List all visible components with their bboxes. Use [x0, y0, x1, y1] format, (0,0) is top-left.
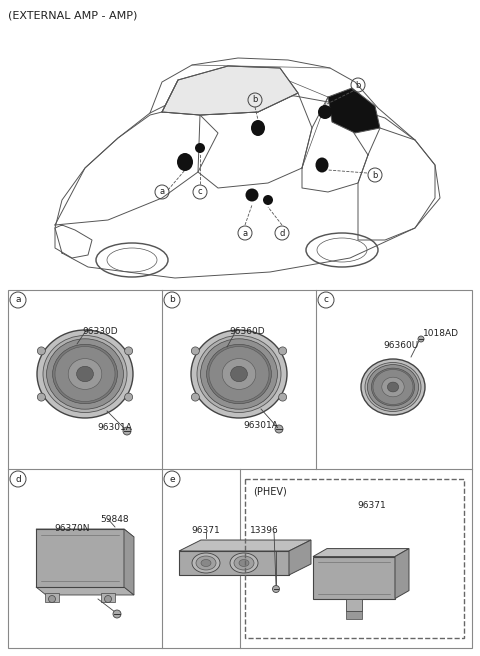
Ellipse shape — [197, 335, 281, 413]
Circle shape — [37, 393, 45, 401]
Bar — [101, 593, 115, 602]
Ellipse shape — [222, 359, 256, 390]
Text: 59848: 59848 — [101, 515, 129, 524]
Circle shape — [105, 596, 111, 602]
Ellipse shape — [53, 344, 118, 403]
Polygon shape — [36, 529, 134, 537]
Ellipse shape — [230, 366, 247, 382]
Polygon shape — [162, 66, 298, 115]
Ellipse shape — [239, 560, 249, 567]
Text: c: c — [324, 295, 328, 304]
Text: c: c — [198, 188, 202, 197]
Ellipse shape — [365, 363, 421, 411]
Text: 96371: 96371 — [192, 526, 220, 535]
Ellipse shape — [209, 346, 269, 401]
Text: (EXTERNAL AMP - AMP): (EXTERNAL AMP - AMP) — [8, 11, 137, 21]
Ellipse shape — [37, 330, 133, 418]
Circle shape — [37, 347, 45, 355]
Text: 96360U: 96360U — [384, 341, 419, 350]
Circle shape — [125, 347, 132, 355]
Text: 96330D: 96330D — [82, 327, 118, 336]
Circle shape — [125, 393, 132, 401]
Ellipse shape — [191, 330, 287, 418]
Polygon shape — [313, 548, 409, 556]
Polygon shape — [289, 540, 311, 575]
Bar — [245, 479, 464, 638]
Text: e: e — [169, 474, 175, 483]
Text: 96360D: 96360D — [229, 327, 265, 336]
Ellipse shape — [201, 560, 211, 567]
Ellipse shape — [230, 553, 258, 573]
Text: b: b — [372, 171, 378, 180]
Ellipse shape — [251, 120, 265, 136]
Circle shape — [273, 586, 279, 592]
Polygon shape — [179, 540, 311, 551]
Ellipse shape — [367, 365, 419, 409]
Circle shape — [279, 393, 287, 401]
Text: b: b — [252, 96, 258, 104]
Polygon shape — [179, 551, 289, 575]
Circle shape — [192, 347, 199, 355]
Text: b: b — [169, 295, 175, 304]
Ellipse shape — [43, 335, 127, 413]
Text: 96301A: 96301A — [243, 421, 278, 430]
Ellipse shape — [382, 377, 404, 397]
Bar — [346, 611, 362, 619]
Ellipse shape — [77, 366, 94, 382]
Text: b: b — [355, 81, 360, 89]
Bar — [45, 593, 59, 602]
Text: 96371: 96371 — [358, 501, 386, 510]
Text: a: a — [242, 228, 248, 237]
Bar — [8, 290, 472, 648]
Polygon shape — [313, 556, 395, 598]
Ellipse shape — [177, 153, 193, 171]
Polygon shape — [36, 587, 134, 595]
Ellipse shape — [206, 344, 271, 403]
Ellipse shape — [192, 553, 220, 573]
Circle shape — [275, 425, 283, 433]
Ellipse shape — [361, 359, 425, 415]
Ellipse shape — [55, 346, 115, 401]
Circle shape — [263, 195, 273, 205]
Text: a: a — [159, 188, 165, 197]
Text: a: a — [15, 295, 21, 304]
Ellipse shape — [245, 188, 259, 201]
Ellipse shape — [315, 157, 328, 173]
Ellipse shape — [47, 338, 123, 409]
Ellipse shape — [372, 368, 415, 406]
Circle shape — [418, 336, 424, 342]
Polygon shape — [395, 548, 409, 598]
Polygon shape — [36, 529, 124, 587]
Ellipse shape — [201, 338, 277, 409]
Text: 96370N: 96370N — [54, 524, 90, 533]
Ellipse shape — [196, 556, 216, 570]
Circle shape — [48, 596, 56, 602]
Text: d: d — [279, 228, 285, 237]
Ellipse shape — [234, 556, 254, 570]
Ellipse shape — [373, 369, 413, 405]
Text: 13396: 13396 — [250, 526, 278, 535]
Text: 96301A: 96301A — [97, 423, 132, 432]
Circle shape — [195, 143, 205, 153]
Bar — [346, 598, 362, 611]
Text: d: d — [15, 474, 21, 483]
Circle shape — [192, 393, 199, 401]
Circle shape — [113, 610, 121, 618]
Polygon shape — [124, 529, 134, 595]
Ellipse shape — [318, 105, 332, 119]
Polygon shape — [328, 88, 380, 133]
Text: 1018AD: 1018AD — [423, 329, 459, 338]
Circle shape — [123, 427, 131, 435]
Ellipse shape — [68, 359, 102, 390]
Ellipse shape — [387, 382, 398, 392]
Text: (PHEV): (PHEV) — [253, 487, 287, 497]
Circle shape — [279, 347, 287, 355]
